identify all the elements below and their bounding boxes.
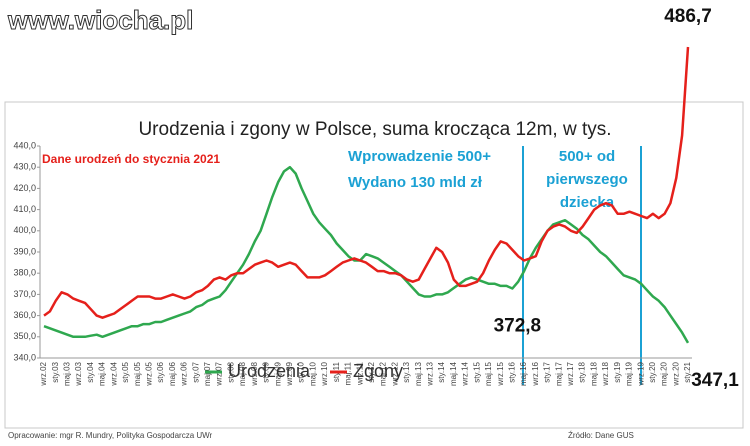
x-tick-label: wrz.11 [355,361,364,386]
data-label: 372,8 [494,315,542,336]
x-tick-label: sty.06 [156,361,165,382]
annotation: Wprowadzenie 500+ [348,148,491,165]
x-tick-label: sty.19 [613,361,622,382]
x-tick-label: wrz.13 [426,361,435,386]
footer-author: Opracowanie: mgr R. Mundry, Polityka Gos… [8,431,213,440]
y-tick-label: 380,0 [13,268,36,278]
series-line [43,165,690,344]
x-tick-label: sty.10 [297,361,306,382]
x-tick-label: maj.07 [203,361,212,386]
x-tick-label: sty.18 [578,361,587,382]
y-tick-label: 400,0 [13,225,36,235]
x-tick-label: wrz.08 [250,361,259,386]
annotation: 500+ od [559,148,615,165]
y-tick-label: 360,0 [13,310,36,320]
x-tick-label: maj.11 [344,361,353,385]
y-tick-label: 430,0 [13,162,36,172]
footer-source: Źródło: Dane GUS [568,431,634,440]
annotation: Wydano 130 mld zł [348,174,483,191]
x-tick-label: wrz.18 [601,361,610,386]
x-tick-label: wrz.03 [74,361,83,386]
data-label: 486,7 [664,6,712,27]
x-tick-label: sty.13 [402,361,411,382]
y-tick-label: 410,0 [13,204,36,214]
x-tick-label: maj.13 [414,361,423,386]
watermark: www.wiocha.pl [7,5,193,35]
x-tick-label: sty.08 [226,361,235,382]
x-tick-label: wrz.14 [461,361,470,386]
x-tick-label: maj.09 [273,361,282,386]
y-tick-label: 340,0 [13,352,36,362]
data-label: 347,1 [691,370,739,391]
chart-frame [4,101,744,429]
x-tick-label: sty.12 [367,361,376,382]
x-tick-label: maj.08 [238,361,247,386]
x-tick-label: sty.15 [472,361,481,382]
series-line [43,46,690,319]
x-tick-label: sty.09 [262,361,271,382]
x-tick-label: maj.15 [484,361,493,386]
y-tick-label: 420,0 [13,183,36,193]
x-tick-label: wrz.09 [285,361,294,386]
x-tick-label: maj.12 [379,361,388,386]
x-tick-label: maj.05 [133,361,142,386]
annotation: dziecka [560,194,615,211]
x-tick-label: sty.04 [86,361,95,382]
x-tick-label: wrz.04 [109,361,118,386]
x-tick-label: wrz.20 [671,361,680,386]
y-tick-label: 440,0 [13,140,36,150]
x-tick-label: wrz.15 [496,361,505,386]
x-tick-label: sty.20 [648,361,657,382]
legend-label: Zgony [353,361,403,381]
x-tick-label: sty.16 [507,361,516,382]
note: Dane urodzeń do stycznia 2021 [42,152,220,166]
x-tick-label: wrz.10 [320,361,329,386]
x-tick-label: maj.19 [625,361,634,386]
x-tick-label: wrz.16 [531,361,540,386]
x-tick-label: sty.21 [683,361,692,382]
x-tick-label: wrz.06 [180,361,189,386]
x-tick-label: wrz.05 [144,361,153,386]
x-tick-label: wrz.19 [636,361,645,386]
x-tick-label: maj.06 [168,361,177,386]
x-tick-label: sty.17 [543,361,552,382]
x-tick-label: wrz.07 [215,361,224,386]
x-tick-label: maj.14 [449,361,458,386]
x-tick-label: sty.05 [121,361,130,382]
x-tick-label: maj.16 [519,361,528,386]
x-tick-label: wrz.17 [566,361,575,386]
y-tick-label: 350,0 [13,331,36,341]
legend-label: Urodzenia [228,361,311,381]
x-tick-label: wrz.12 [390,361,399,386]
x-tick-label: sty.03 [51,361,60,382]
x-tick-label: maj.17 [554,361,563,386]
x-tick-label: maj.04 [98,361,107,386]
x-tick-label: wrz.02 [39,361,48,386]
annotation: pierwszego [546,171,628,188]
x-tick-label: sty.14 [437,361,446,382]
x-tick-label: sty.07 [191,361,200,382]
x-tick-label: maj.10 [308,361,317,386]
y-tick-label: 390,0 [13,246,36,256]
chart-title: Urodzenia i zgony w Polsce, suma krocząc… [138,119,611,140]
x-tick-label: maj.20 [660,361,669,386]
x-tick-label: maj.03 [63,361,72,386]
y-tick-label: 370,0 [13,289,36,299]
x-tick-label: maj.18 [589,361,598,386]
